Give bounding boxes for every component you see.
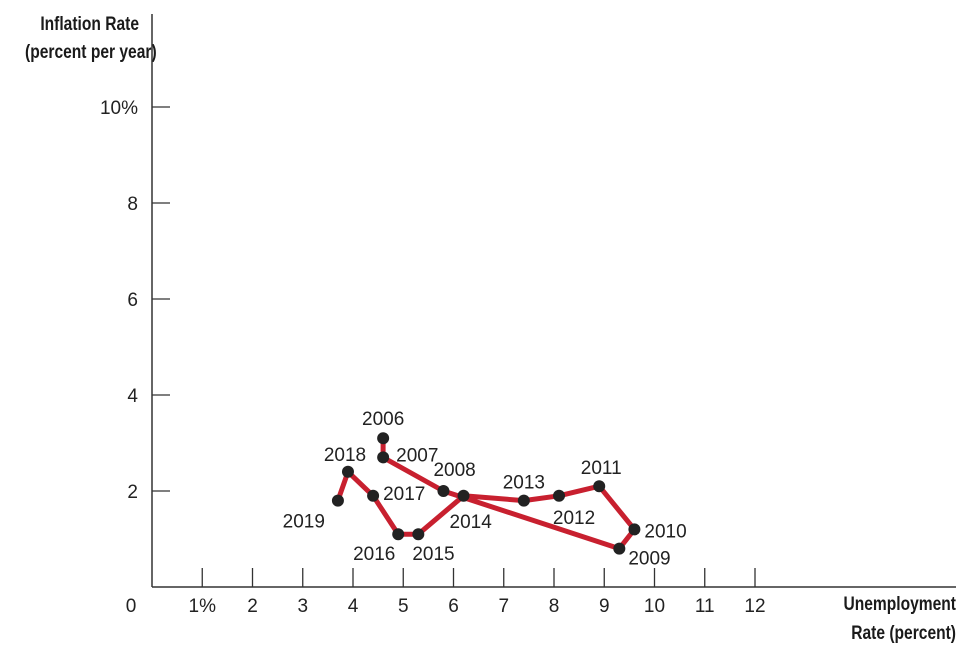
- data-point-2007: [377, 451, 390, 464]
- x-tick-label: 6: [448, 596, 459, 617]
- x-tick-label: 10: [644, 596, 665, 617]
- data-point-2012: [553, 489, 566, 502]
- point-label-2015: 2015: [412, 544, 454, 565]
- data-point-2010: [628, 523, 641, 536]
- point-label-2019: 2019: [283, 512, 325, 533]
- point-label-2016: 2016: [353, 544, 395, 565]
- x-tick-label: 3: [297, 596, 308, 617]
- inflation-unemployment-line: [335, 435, 637, 552]
- x-axis-title-line2: Rate (percent): [851, 623, 956, 644]
- y-tick-label: 8: [127, 194, 138, 215]
- x-tick-label: 12: [744, 596, 765, 617]
- y-tick-label: 4: [127, 386, 138, 407]
- data-point-2016: [392, 528, 405, 541]
- point-label-2008: 2008: [433, 460, 475, 481]
- point-label-2007: 2007: [396, 445, 438, 466]
- y-axis-title-line1: Inflation Rate: [40, 14, 139, 35]
- x-tick-label: 5: [398, 596, 409, 617]
- x-tick-label: 4: [348, 596, 359, 617]
- point-label-2009: 2009: [628, 549, 670, 570]
- point-label-2006: 2006: [362, 409, 404, 430]
- y-axis-title-line2: (percent per year): [25, 42, 157, 63]
- point-label-2013: 2013: [503, 473, 545, 494]
- data-point-2015: [412, 528, 425, 541]
- x-tick-label: 7: [498, 596, 509, 617]
- x-tick-label: 8: [549, 596, 560, 617]
- data-point-2013: [517, 494, 530, 507]
- y-tick-label: 2: [127, 482, 138, 503]
- point-label-2014: 2014: [450, 512, 493, 533]
- data-point-2009: [613, 542, 626, 555]
- data-point-2006: [377, 432, 390, 445]
- data-point-2008: [437, 485, 450, 497]
- x-ticks: 1% 2 3 4 5 6 7 8 9 10 11 12: [189, 568, 766, 617]
- data-point-2014: [457, 489, 470, 502]
- data-points: [331, 432, 641, 555]
- y-tick-label: 10%: [100, 98, 138, 119]
- point-label-2011: 2011: [581, 458, 622, 479]
- y-tick-label: 6: [127, 290, 138, 311]
- data-point-2019: [331, 494, 344, 507]
- point-label-2012: 2012: [553, 508, 595, 529]
- point-label-2017: 2017: [383, 484, 425, 505]
- x-tick-label: 11: [695, 596, 715, 617]
- x-tick-label: 1%: [189, 596, 217, 617]
- point-label-2018: 2018: [324, 445, 366, 466]
- point-label-2010: 2010: [644, 521, 686, 542]
- x-tick-label: 2: [247, 596, 258, 617]
- data-point-2017: [367, 489, 380, 502]
- data-point-2018: [341, 465, 354, 478]
- x-axis-title-line1: Unemployment: [843, 594, 956, 615]
- origin-label: 0: [126, 596, 137, 617]
- x-tick-label: 9: [599, 596, 610, 617]
- data-point-2011: [593, 480, 606, 493]
- y-ticks: 2 4 6 8 10%: [100, 98, 170, 503]
